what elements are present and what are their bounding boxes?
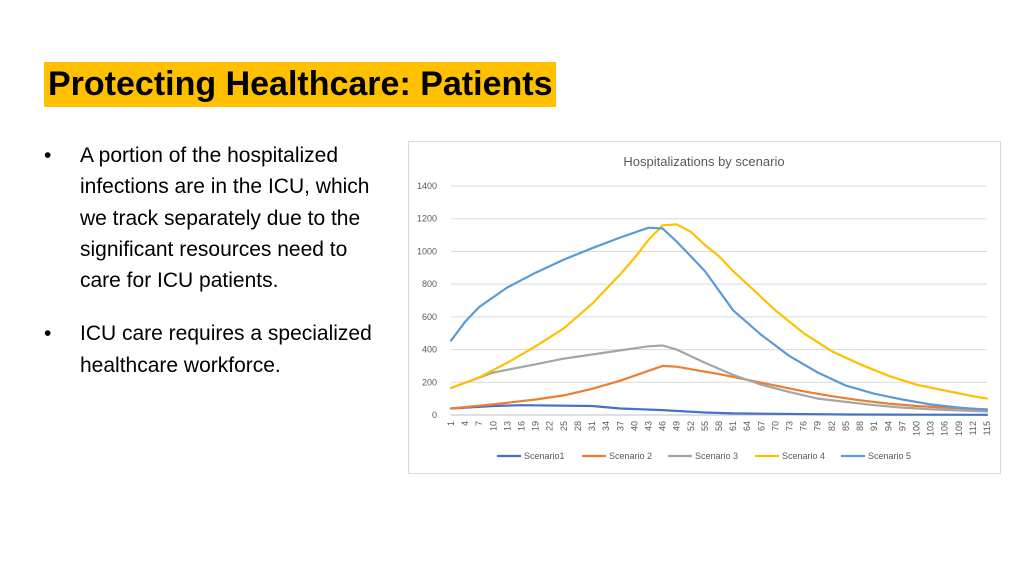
x-tick-label: 88	[855, 421, 865, 431]
x-tick-label: 106	[940, 421, 950, 436]
x-tick-label: 40	[629, 421, 639, 431]
x-tick-label: 25	[559, 421, 569, 431]
x-tick-label: 58	[714, 421, 724, 431]
y-tick-label: 600	[422, 312, 437, 322]
chart-container: Hospitalizations by scenario 0 200 400 600 8…	[408, 141, 1001, 474]
y-tick-label: 400	[422, 345, 437, 355]
y-tick-label: 800	[422, 279, 437, 289]
series-line	[449, 226, 989, 411]
y-tick-label: 1000	[417, 246, 437, 256]
x-tick-label: 112	[968, 421, 978, 435]
x-tick-label: 67	[756, 421, 766, 431]
x-tick-label: 61	[728, 421, 738, 431]
legend-label: Scenario1	[524, 451, 565, 461]
x-tick-label: 13	[502, 421, 512, 431]
x-tick-label: 94	[883, 421, 893, 431]
x-tick-label: 103	[926, 421, 936, 436]
x-tick-label: 79	[813, 421, 823, 431]
x-tick-label: 4	[460, 421, 470, 426]
x-tick-label: 52	[686, 421, 696, 431]
x-tick-label: 97	[897, 421, 907, 431]
bullet-list: • A portion of the hospitalized infectio…	[44, 140, 384, 403]
x-tick-label: 34	[601, 421, 611, 431]
bullet-text: A portion of the hospitalized infections…	[80, 144, 370, 293]
legend-label: Scenario 3	[695, 451, 738, 461]
x-tick-label: 16	[517, 421, 527, 431]
x-tick-label: 85	[841, 421, 851, 431]
x-tick-label: 19	[531, 421, 541, 431]
y-tick-label: 0	[432, 410, 437, 420]
x-tick-label: 31	[587, 421, 597, 431]
x-tick-label: 109	[954, 421, 964, 436]
y-tick-label: 1400	[417, 181, 437, 191]
hospitalizations-chart: Hospitalizations by scenario 0 200 400 600 8…	[417, 154, 992, 461]
x-tick-label: 64	[742, 421, 752, 431]
bullet-item: • ICU care requires a specialized health…	[44, 318, 384, 381]
slide-title: Protecting Healthcare: Patients	[44, 62, 557, 107]
x-tick-label: 49	[672, 421, 682, 431]
x-tick-label: 10	[488, 421, 498, 431]
y-tick-label: 1200	[417, 214, 437, 224]
y-tick-label: 200	[422, 377, 437, 387]
x-tick-label: 1	[446, 421, 456, 426]
x-tick-label: 7	[474, 421, 484, 426]
bullet-item: • A portion of the hospitalized infectio…	[44, 140, 384, 296]
bullet-marker: •	[44, 144, 52, 167]
x-tick-label: 37	[615, 421, 625, 431]
legend-label: Scenario 4	[782, 451, 825, 461]
legend-label: Scenario 5	[868, 451, 911, 461]
series-line	[449, 364, 989, 411]
x-tick-label: 28	[573, 421, 583, 431]
x-tick-label: 55	[700, 421, 710, 431]
bullet-marker: •	[44, 322, 52, 346]
x-tick-label: 73	[785, 421, 795, 431]
series-line	[449, 404, 989, 416]
x-tick-label: 70	[770, 421, 780, 431]
chart-title: Hospitalizations by scenario	[623, 154, 784, 169]
x-tick-label: 46	[658, 421, 668, 431]
x-tick-label: 43	[643, 421, 653, 431]
x-tick-label: 76	[799, 421, 809, 431]
x-tick-label: 82	[827, 421, 837, 431]
bullet-text: ICU care requires a specialized healthca…	[80, 322, 372, 377]
x-tick-label: 91	[869, 421, 879, 431]
x-tick-label: 115	[982, 421, 992, 435]
legend-label: Scenario 2	[609, 451, 652, 461]
series-line	[449, 223, 989, 400]
x-tick-label: 22	[545, 421, 555, 431]
x-tick-label: 100	[911, 421, 921, 436]
series-line	[449, 344, 989, 413]
